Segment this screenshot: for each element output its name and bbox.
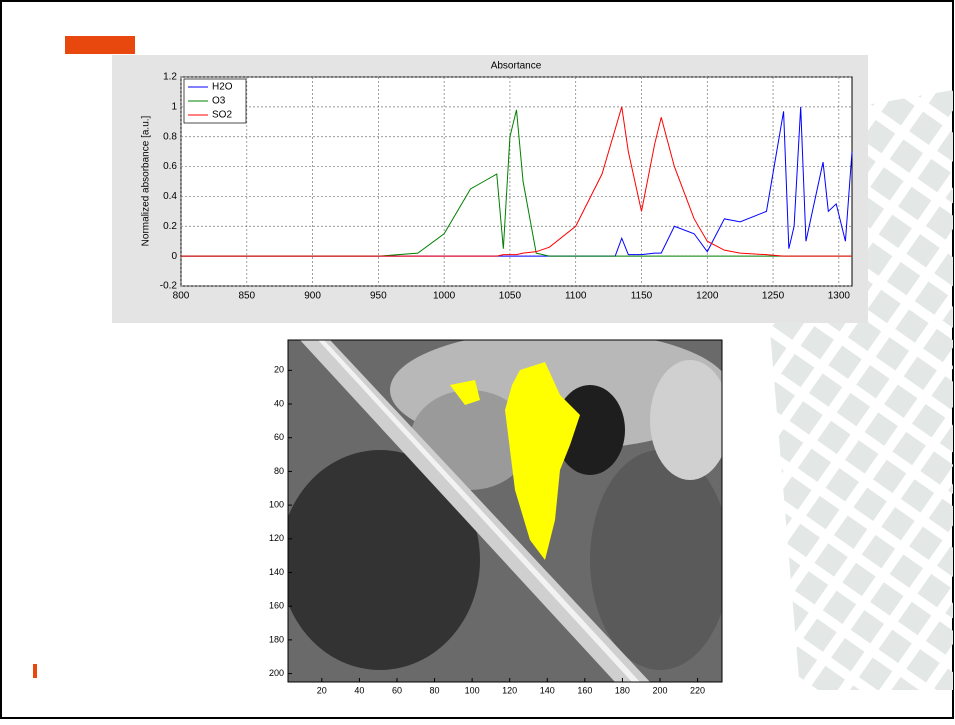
x-tick-label: 160 <box>577 685 592 695</box>
legend-label: H2O <box>212 82 233 93</box>
y-tick-label: 1.2 <box>163 72 177 83</box>
y-tick-label: 180 <box>269 634 284 644</box>
y-tick-label: 60 <box>274 432 284 442</box>
y-tick-label: 100 <box>269 499 284 509</box>
y-tick-label: 40 <box>274 398 284 408</box>
x-tick-label: 200 <box>652 685 667 695</box>
chart-title: Absortance <box>491 61 542 72</box>
x-tick-label: 850 <box>238 291 255 302</box>
y-tick-label: 20 <box>274 365 284 375</box>
accent-mark <box>33 664 37 678</box>
accent-bar <box>65 36 135 54</box>
x-tick-label: 40 <box>354 685 364 695</box>
x-tick-label: 20 <box>317 685 327 695</box>
y-tick-label: -0.2 <box>160 281 178 292</box>
y-tick-label: 80 <box>274 466 284 476</box>
page: Absortance Normalized absorbance [a.u.] … <box>0 0 955 725</box>
x-tick-label: 1100 <box>565 291 587 302</box>
x-tick-label: 900 <box>304 291 321 302</box>
y-tick-label: 0.6 <box>163 161 177 172</box>
x-tick-label: 140 <box>540 685 555 695</box>
y-tick-label: 120 <box>269 533 284 543</box>
y-tick-label: 140 <box>269 567 284 577</box>
x-tick-label: 1300 <box>828 291 851 302</box>
x-tick-label: 180 <box>615 685 630 695</box>
x-tick-label: 60 <box>392 685 402 695</box>
x-tick-label: 100 <box>465 685 480 695</box>
aerial-image <box>280 330 730 682</box>
x-tick-label: 950 <box>370 291 387 302</box>
y-axis-label: Normalized absorbance [a.u.] <box>141 115 152 246</box>
x-tick-label: 1200 <box>696 291 719 302</box>
legend-label: O3 <box>212 96 226 107</box>
x-tick-label: 1150 <box>631 291 653 302</box>
x-tick-label: 1050 <box>499 291 522 302</box>
x-tick-label: 1250 <box>762 291 785 302</box>
slide: Absortance Normalized absorbance [a.u.] … <box>0 0 955 720</box>
y-tick-label: 160 <box>269 601 284 611</box>
y-tick-label: 0.4 <box>163 191 177 202</box>
x-tick-label: 220 <box>690 685 705 695</box>
legend-label: SO2 <box>212 110 232 121</box>
y-tick-label: 0.8 <box>163 131 177 142</box>
x-tick-label: 120 <box>502 685 517 695</box>
x-tick-label: 800 <box>173 291 190 302</box>
y-tick-label: 200 <box>269 668 284 678</box>
x-tick-label: 80 <box>430 685 440 695</box>
y-tick-label: 0 <box>171 251 177 262</box>
y-tick-label: 0.2 <box>163 221 177 232</box>
x-tick-label: 1000 <box>433 291 456 302</box>
y-tick-label: 1 <box>171 101 177 112</box>
